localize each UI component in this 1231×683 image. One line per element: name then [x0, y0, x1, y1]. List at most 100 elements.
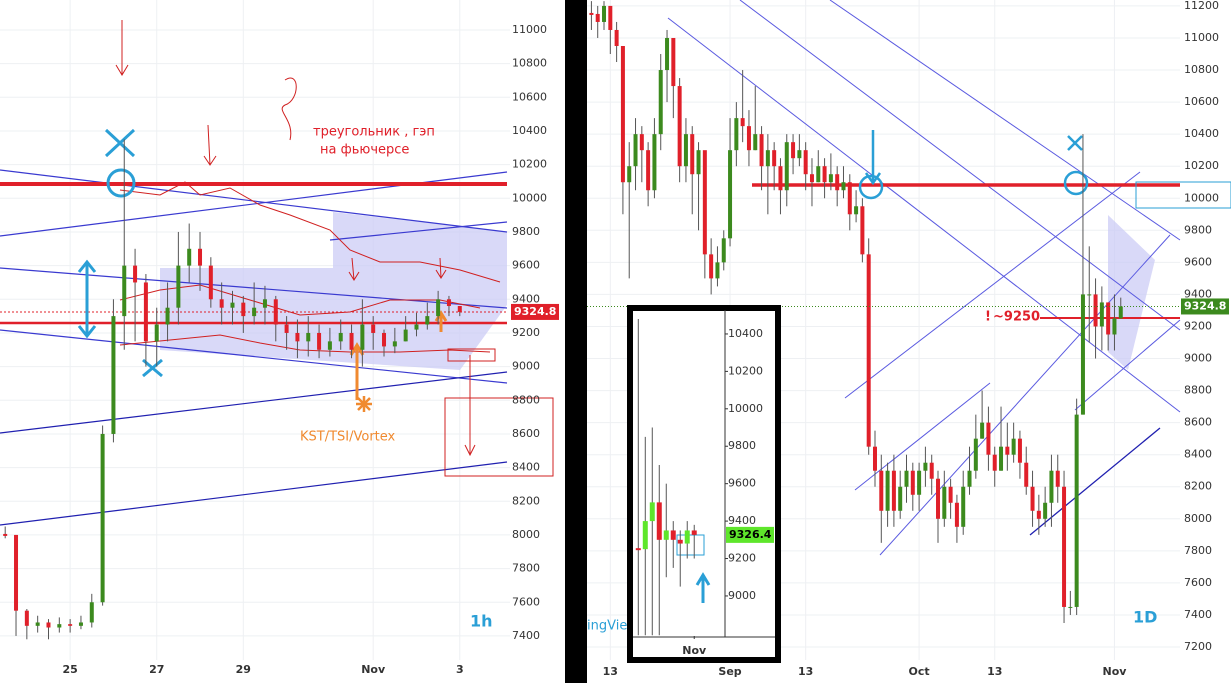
- y-tick-label: 10000: [728, 402, 763, 415]
- candle-body: [1093, 294, 1098, 327]
- candle-body: [784, 142, 789, 191]
- x-tick-label: 13: [603, 665, 618, 678]
- y-tick-label: 9000: [1184, 352, 1212, 365]
- candle-body: [1068, 606, 1073, 608]
- candle-body: [403, 329, 408, 342]
- candle-body: [702, 150, 707, 255]
- y-tick-label: 11000: [512, 23, 547, 36]
- y-tick-label: 10600: [512, 90, 547, 103]
- candle-body: [327, 341, 332, 350]
- trend-line: [739, 0, 1181, 331]
- candle-body: [721, 238, 726, 263]
- candle-body: [734, 118, 739, 151]
- candle-body: [241, 302, 246, 317]
- candle-body: [176, 265, 181, 308]
- candle-body: [457, 306, 462, 312]
- candle-body: [656, 502, 662, 540]
- candle-body: [828, 174, 833, 183]
- y-tick-label: 9000: [512, 360, 540, 373]
- x-tick-label: 13: [987, 665, 1002, 678]
- candle-body: [46, 622, 51, 628]
- annotation: треугольник , гэп: [313, 125, 435, 140]
- y-tick-label: 9400: [1184, 287, 1212, 300]
- candle-body: [942, 486, 947, 519]
- candle-body: [24, 610, 29, 626]
- y-tick-label: 10600: [1184, 95, 1219, 108]
- candle-body: [1017, 438, 1022, 463]
- candle-body: [885, 470, 890, 511]
- y-tick-label: 10400: [728, 327, 763, 340]
- y-tick-label: 8600: [512, 427, 540, 440]
- candle-body: [57, 624, 62, 628]
- candle-body: [262, 299, 267, 308]
- candle-body: [595, 13, 600, 22]
- candle-body: [414, 324, 419, 330]
- x-tick-label: 27: [149, 663, 164, 676]
- candle-body: [392, 341, 397, 347]
- candle-body: [746, 126, 751, 151]
- candle-body: [665, 37, 670, 71]
- y-tick-label: 9400: [512, 292, 540, 305]
- price-label: 9326.4: [729, 528, 772, 541]
- candle-body: [295, 332, 300, 342]
- y-tick-label: 9800: [512, 225, 540, 238]
- trend-line: [879, 234, 1171, 556]
- candle-body: [208, 265, 213, 300]
- y-tick-label: 11000: [1184, 31, 1219, 44]
- candle-body: [230, 302, 235, 308]
- price-label: 9324.8: [514, 305, 556, 318]
- candle-body: [1011, 438, 1016, 455]
- trend-line: [0, 267, 508, 309]
- candle-body: [999, 446, 1004, 471]
- y-tick-label: 9600: [1184, 255, 1212, 268]
- candle-body: [68, 624, 73, 626]
- candle-body: [382, 332, 387, 347]
- y-tick-label: 9000: [728, 589, 756, 602]
- y-tick-label: 8800: [1184, 384, 1212, 397]
- candle-body: [854, 206, 859, 215]
- y-tick-label: 9200: [1184, 319, 1212, 332]
- y-tick-label: 9400: [728, 514, 756, 527]
- candle-body: [866, 254, 871, 447]
- candle-body: [961, 486, 966, 527]
- chart-1h: треугольник , гэп на фьючерсе KST/TSI/Vo…: [0, 0, 559, 676]
- candle-body: [663, 530, 669, 540]
- price-label-box: [1181, 298, 1229, 315]
- candle-body: [1062, 486, 1067, 607]
- candle-body: [165, 307, 170, 325]
- y-tick-label: 9800: [728, 439, 756, 452]
- candle-body: [371, 324, 376, 333]
- candle-body: [187, 248, 192, 266]
- y-tick-label: 9800: [1184, 223, 1212, 236]
- y-tick-label: 8400: [512, 461, 540, 474]
- y-tick-label: 9200: [728, 552, 756, 565]
- y-tick-label: 8000: [1184, 512, 1212, 525]
- target-box: [447, 348, 496, 362]
- candle-body: [219, 299, 224, 308]
- arrow: [348, 257, 360, 281]
- trend-line: [667, 17, 1181, 413]
- candle-body: [284, 324, 289, 333]
- candle-body: [671, 37, 676, 87]
- trend-line: [0, 329, 508, 384]
- candle-body: [1087, 294, 1092, 296]
- circle-marker: [858, 174, 884, 200]
- candle-body: [317, 332, 322, 350]
- arrow: [864, 130, 882, 186]
- candle-body: [14, 534, 19, 611]
- arrow: [464, 355, 476, 457]
- candle-body: [690, 134, 695, 175]
- y-tick-label: 7200: [1184, 640, 1212, 653]
- y-tick-label: 8200: [512, 494, 540, 507]
- y-tick-label: 9600: [728, 477, 756, 490]
- candle-body: [992, 454, 997, 471]
- y-tick-label: 10200: [1184, 159, 1219, 172]
- candle-body: [627, 166, 632, 183]
- x-tick-label: Nov: [1102, 665, 1127, 678]
- arrow: [349, 342, 365, 400]
- candle-body: [765, 150, 770, 167]
- candle-body: [683, 134, 688, 167]
- candle-body: [338, 332, 343, 342]
- candle-body: [696, 150, 701, 175]
- candle-body: [691, 530, 697, 535]
